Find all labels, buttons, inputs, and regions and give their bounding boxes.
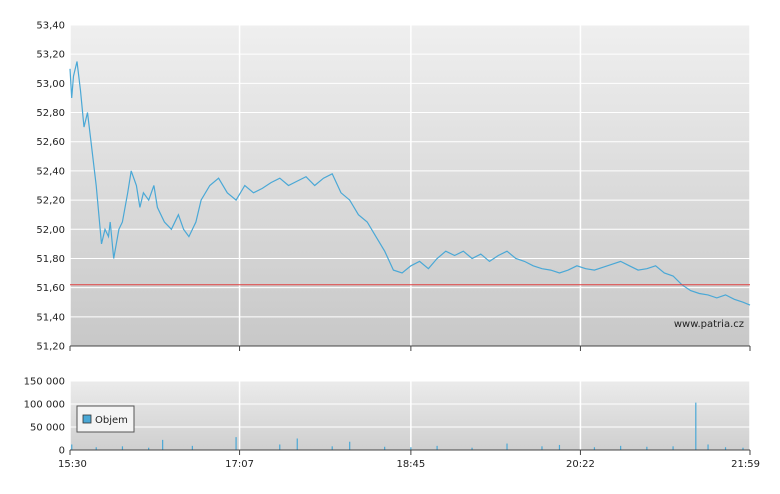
volume-bars bbox=[71, 402, 744, 450]
legend-label: Objem bbox=[95, 415, 128, 426]
volume-bar bbox=[695, 402, 697, 450]
price-y-tick-label: 52,40 bbox=[36, 166, 65, 177]
volume-bar bbox=[296, 438, 298, 450]
volume-bar bbox=[471, 447, 473, 450]
price-x-axis-ticks bbox=[69, 346, 751, 351]
volume-bar bbox=[384, 446, 386, 450]
volume-y-tick-label: 0 bbox=[59, 446, 65, 457]
price-y-tick-label: 52,60 bbox=[36, 137, 65, 148]
volume-bar bbox=[410, 447, 412, 450]
price-grid bbox=[69, 24, 751, 347]
price-y-tick-label: 52,80 bbox=[36, 108, 65, 119]
price-y-tick-label: 51,20 bbox=[36, 342, 65, 353]
volume-bar bbox=[191, 445, 193, 450]
price-plot-background bbox=[70, 25, 750, 346]
volume-y-axis: 0 50 000 100 000 150 000 bbox=[24, 377, 65, 457]
volume-y-tick-label: 150 000 bbox=[24, 377, 65, 388]
price-y-axis: 51,20 51,40 51,60 51,80 52,00 52,20 52,40 52,60… bbox=[36, 21, 65, 353]
volume-bar bbox=[646, 446, 648, 450]
volume-x-axis: 15:30 17:07 18:45 20:22 21:59 bbox=[58, 450, 760, 470]
volume-bar bbox=[506, 443, 508, 450]
volume-bar bbox=[742, 447, 744, 450]
volume-legend: Objem bbox=[76, 405, 135, 433]
volume-bar bbox=[541, 446, 543, 450]
volume-bar bbox=[71, 444, 73, 450]
volume-bar bbox=[436, 445, 438, 450]
volume-bar bbox=[121, 446, 124, 450]
volume-chart: 0 50 000 100 000 150 000 15:30 17:07 18:45 20:… bbox=[24, 377, 760, 471]
volume-bar bbox=[331, 446, 333, 450]
volume-y-tick-label: 50 000 bbox=[30, 423, 65, 434]
volume-bar bbox=[620, 445, 622, 450]
volume-bar bbox=[593, 447, 596, 450]
volume-bar bbox=[95, 447, 97, 450]
volume-bar bbox=[707, 444, 709, 450]
price-series-line bbox=[69, 61, 751, 306]
price-y-tick-label: 52,00 bbox=[36, 225, 65, 236]
price-chart: 51,20 51,40 51,60 51,80 52,00 52,20 52,40 52,60… bbox=[36, 21, 751, 353]
price-y-tick-label: 51,60 bbox=[36, 283, 65, 294]
price-y-tick-label: 53,00 bbox=[36, 79, 65, 90]
volume-bar bbox=[724, 447, 727, 450]
volume-grid bbox=[69, 380, 751, 451]
volume-bar bbox=[162, 439, 164, 450]
volume-bar bbox=[235, 437, 237, 450]
x-tick-label: 20:22 bbox=[566, 459, 595, 470]
x-tick-label: 21:59 bbox=[731, 459, 760, 470]
price-y-tick-label: 53,40 bbox=[36, 21, 65, 32]
price-y-tick-label: 51,80 bbox=[36, 254, 65, 265]
x-tick-label: 18:45 bbox=[396, 459, 425, 470]
volume-plot-background bbox=[70, 381, 750, 450]
price-y-tick-label: 52,20 bbox=[36, 196, 65, 207]
x-tick-label: 17:07 bbox=[225, 459, 254, 470]
volume-bar bbox=[672, 446, 674, 450]
price-y-tick-label: 51,40 bbox=[36, 312, 65, 323]
legend-swatch bbox=[82, 414, 92, 424]
price-y-tick-label: 53,20 bbox=[36, 50, 65, 61]
volume-y-tick-label: 100 000 bbox=[24, 400, 65, 411]
x-tick-label: 15:30 bbox=[58, 459, 87, 470]
volume-bar bbox=[148, 447, 150, 450]
watermark: www.patria.cz bbox=[674, 319, 744, 330]
volume-bar bbox=[558, 444, 561, 450]
volume-bar bbox=[349, 441, 351, 450]
volume-bar bbox=[279, 444, 281, 450]
